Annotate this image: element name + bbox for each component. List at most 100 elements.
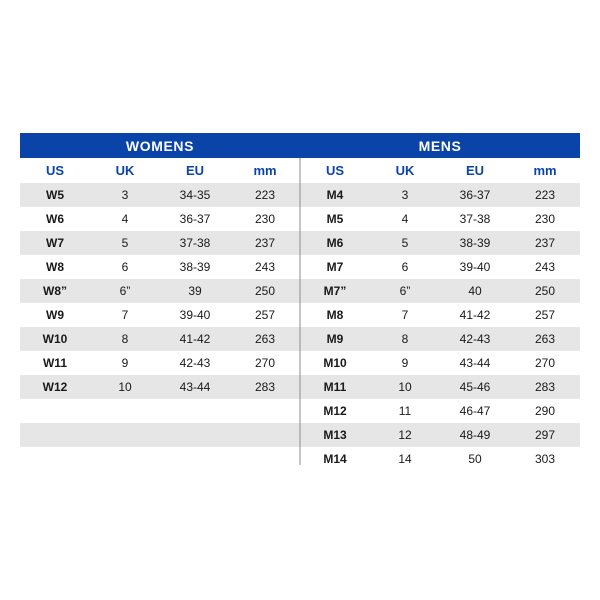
table-row: M10 9 43-44 270 xyxy=(300,351,580,375)
cell-eu: 37-38 xyxy=(179,236,211,250)
cell-eu: 39-40 xyxy=(459,260,491,274)
cell-us: W5 xyxy=(46,188,64,202)
cell-eu: 45-46 xyxy=(459,380,491,394)
cell-us: M9 xyxy=(326,332,344,346)
cell-eu: 43-44 xyxy=(459,356,491,370)
womens-table: US UK EU mm W5 3 34-35 223 W6 4 36-37 23… xyxy=(20,158,300,471)
cell-uk: 6 xyxy=(121,260,129,274)
column-header-mm: mm xyxy=(533,163,557,178)
cell-mm: 263 xyxy=(534,332,556,346)
cell-us: M10 xyxy=(323,356,347,370)
section-title-womens: WOMENS xyxy=(125,137,195,154)
cell-mm: 290 xyxy=(534,404,556,418)
cell-mm: 250 xyxy=(534,284,556,298)
cell-uk: 9 xyxy=(121,356,129,370)
cell-us: M12 xyxy=(323,404,347,418)
cell-uk: 6” xyxy=(399,284,411,298)
cell-mm: 270 xyxy=(534,356,556,370)
cell-us: W8” xyxy=(43,284,67,298)
cell-eu: 38-39 xyxy=(459,236,491,250)
section-divider xyxy=(299,158,301,465)
table-row: W10 8 41-42 263 xyxy=(20,327,300,351)
table-row: M12 11 46-47 290 xyxy=(300,399,580,423)
column-header-eu: EU xyxy=(185,163,205,178)
table-row: M7” 6” 40 250 xyxy=(300,279,580,303)
cell-us: M11 xyxy=(323,380,347,394)
table-row: W6 4 36-37 230 xyxy=(20,207,300,231)
table-row: M14 14 50 303 xyxy=(300,447,580,471)
cell-uk: 14 xyxy=(398,452,412,466)
cell-uk: 6 xyxy=(401,260,409,274)
cell-uk: 5 xyxy=(121,236,129,250)
section-title-mens: MENS xyxy=(418,137,462,154)
cell-us: W12 xyxy=(42,380,68,394)
cell-mm: 230 xyxy=(254,212,276,226)
cell-uk: 10 xyxy=(118,380,132,394)
column-header-row-womens: US UK EU mm xyxy=(20,158,300,183)
cell-mm: 297 xyxy=(534,428,556,442)
cell-eu: 36-37 xyxy=(179,212,211,226)
table-row-empty xyxy=(20,399,300,423)
table-row: W8” 6” 39 250 xyxy=(20,279,300,303)
table-row-empty xyxy=(20,447,300,471)
cell-uk: 9 xyxy=(401,356,409,370)
mens-table: US UK EU mm M4 3 36-37 223 M5 4 37-38 23… xyxy=(300,158,580,471)
cell-mm: 223 xyxy=(254,188,276,202)
cell-mm: 257 xyxy=(534,308,556,322)
cell-us: M8 xyxy=(326,308,344,322)
table-row: M9 8 42-43 263 xyxy=(300,327,580,351)
cell-us: W9 xyxy=(46,308,64,322)
table-row: M5 4 37-38 230 xyxy=(300,207,580,231)
cell-us: W7 xyxy=(46,236,64,250)
cell-mm: 270 xyxy=(254,356,276,370)
cell-us: M7” xyxy=(323,284,347,298)
cell-us: W11 xyxy=(42,356,67,370)
table-row: M8 7 41-42 257 xyxy=(300,303,580,327)
cell-eu: 40 xyxy=(468,284,482,298)
table-row: W12 10 43-44 283 xyxy=(20,375,300,399)
cell-eu: 41-42 xyxy=(459,308,491,322)
column-header-us: US xyxy=(45,163,65,178)
cell-eu: 42-43 xyxy=(459,332,491,346)
cell-uk: 12 xyxy=(398,428,412,442)
table-row: W5 3 34-35 223 xyxy=(20,183,300,207)
cell-uk: 6” xyxy=(119,284,131,298)
cell-mm: 257 xyxy=(254,308,276,322)
column-header-row-mens: US UK EU mm xyxy=(300,158,580,183)
table-row: M7 6 39-40 243 xyxy=(300,255,580,279)
table-row: W9 7 39-40 257 xyxy=(20,303,300,327)
column-header-mm: mm xyxy=(253,163,277,178)
table-row-empty xyxy=(20,423,300,447)
cell-eu: 43-44 xyxy=(179,380,211,394)
cell-mm: 283 xyxy=(254,380,276,394)
cell-uk: 7 xyxy=(121,308,129,322)
cell-us: M7 xyxy=(326,260,344,274)
cell-uk: 8 xyxy=(121,332,129,346)
cell-eu: 39 xyxy=(188,284,202,298)
cell-uk: 7 xyxy=(401,308,409,322)
cell-us: W10 xyxy=(42,332,68,346)
table-row: W8 6 38-39 243 xyxy=(20,255,300,279)
cell-us: M5 xyxy=(326,212,344,226)
cell-eu: 46-47 xyxy=(459,404,491,418)
cell-uk: 10 xyxy=(398,380,412,394)
column-header-uk: UK xyxy=(395,163,415,178)
table-row: M4 3 36-37 223 xyxy=(300,183,580,207)
chart-title-band: WOMENS MENS xyxy=(20,133,580,158)
cell-eu: 36-37 xyxy=(459,188,491,202)
cell-eu: 39-40 xyxy=(179,308,211,322)
cell-us: M4 xyxy=(326,188,344,202)
column-header-us: US xyxy=(325,163,345,178)
cell-uk: 3 xyxy=(401,188,409,202)
cell-uk: 11 xyxy=(398,404,412,418)
cell-us: M13 xyxy=(323,428,347,442)
cell-us: M6 xyxy=(326,236,344,250)
cell-eu: 34-35 xyxy=(179,188,211,202)
cell-us: W6 xyxy=(46,212,64,226)
chart-body: US UK EU mm W5 3 34-35 223 W6 4 36-37 23… xyxy=(20,158,580,471)
cell-mm: 263 xyxy=(254,332,276,346)
table-row: W7 5 37-38 237 xyxy=(20,231,300,255)
cell-mm: 283 xyxy=(534,380,556,394)
cell-eu: 41-42 xyxy=(179,332,211,346)
table-row: M6 5 38-39 237 xyxy=(300,231,580,255)
